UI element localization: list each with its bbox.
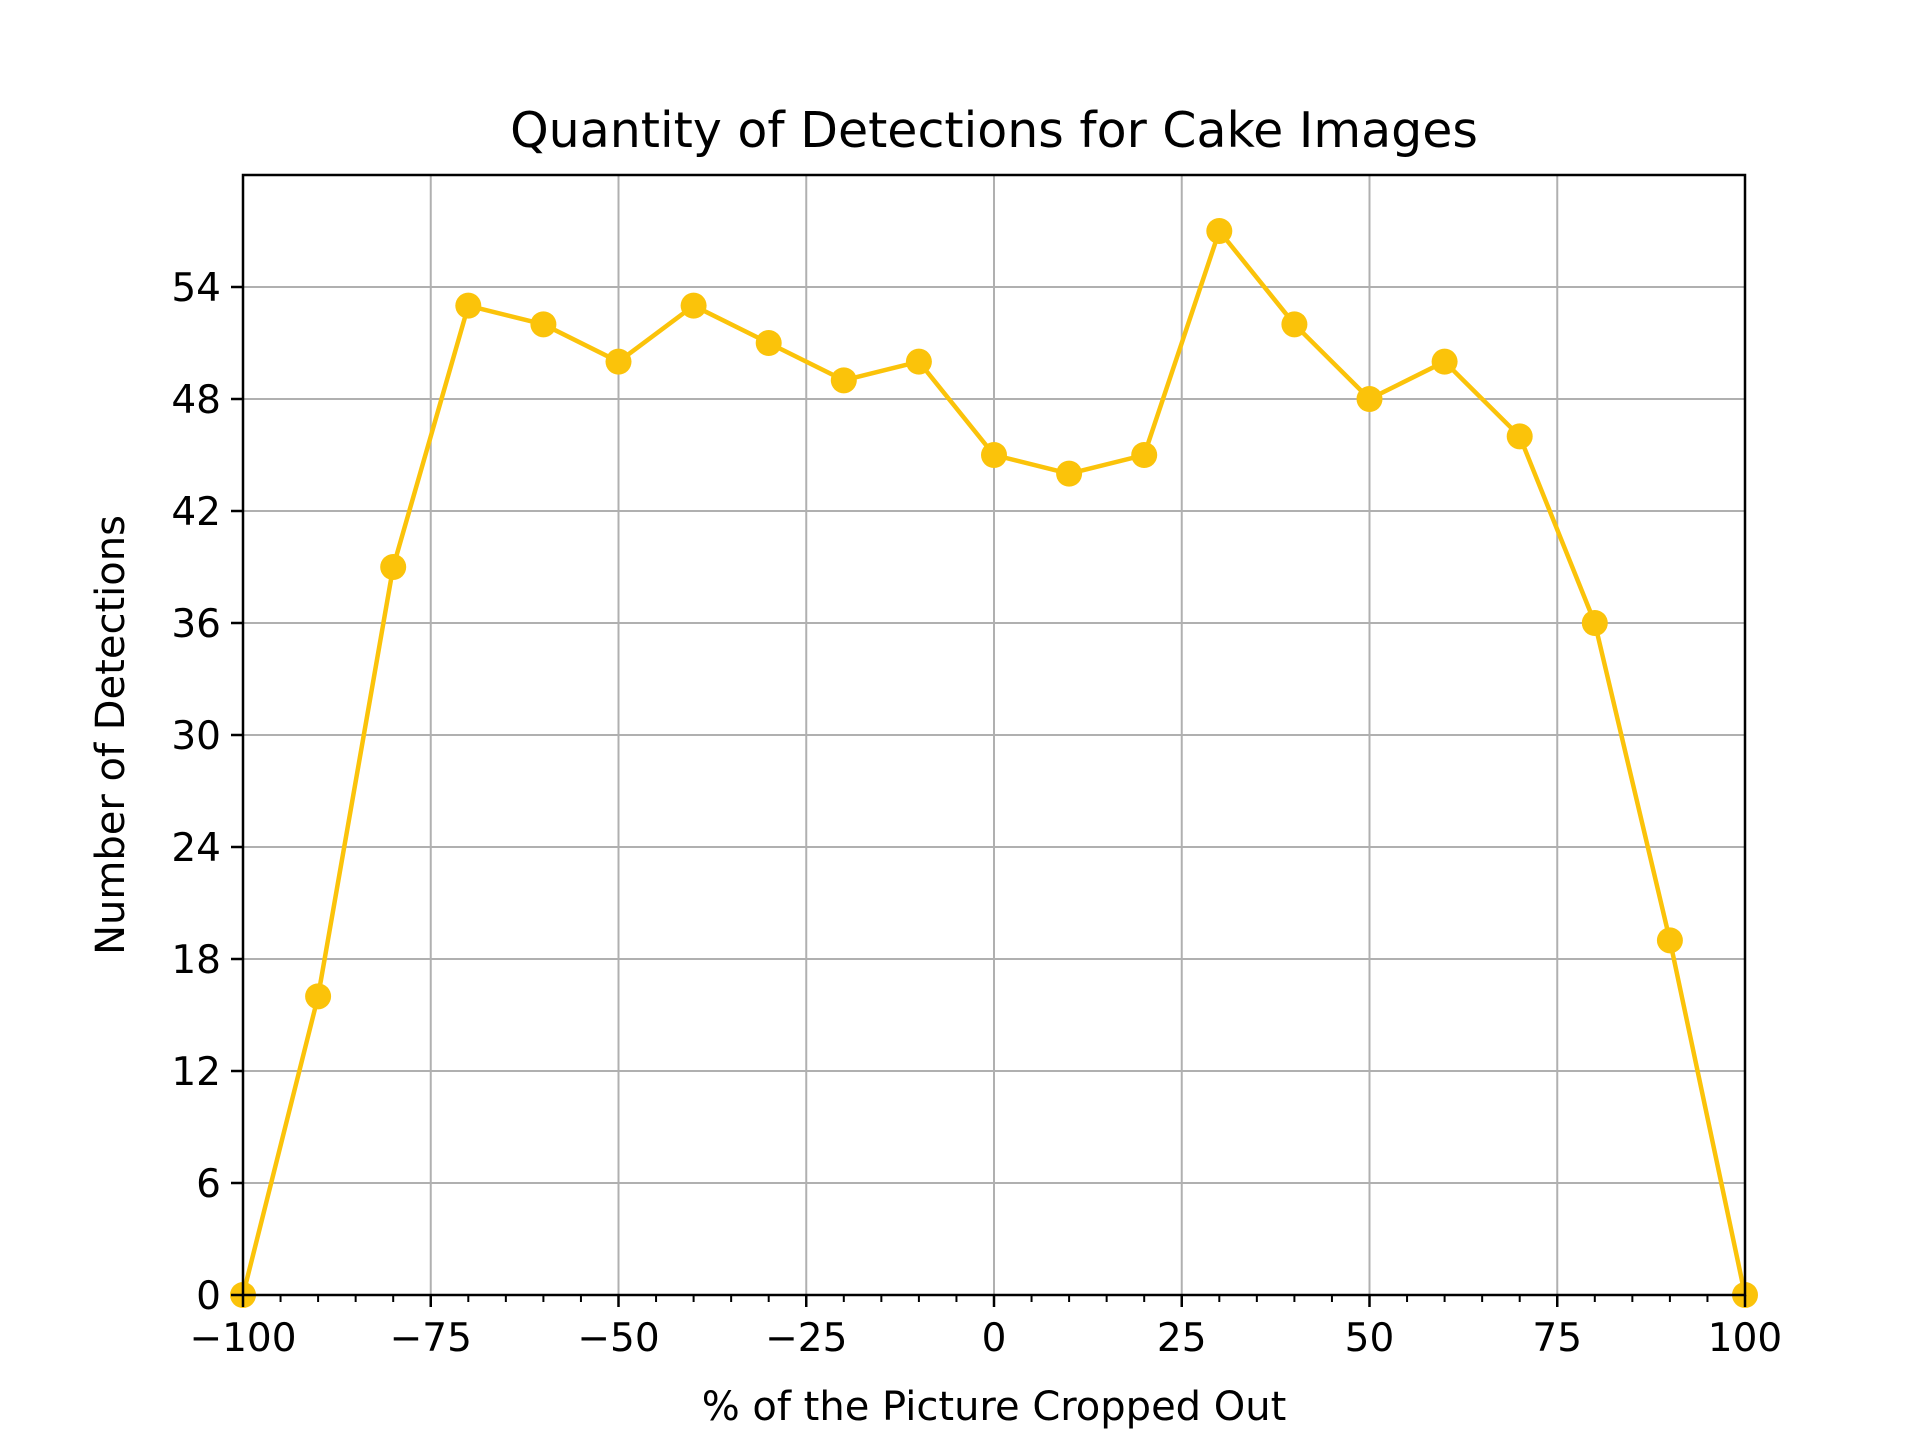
y-tick-label: 48 (171, 378, 221, 423)
data-point (1356, 386, 1383, 412)
data-point (905, 348, 932, 375)
data-point (605, 348, 632, 375)
data-point (1056, 460, 1083, 487)
y-tick-label: 42 (171, 490, 221, 535)
y-axis-title: Number of Detections (88, 515, 134, 955)
y-tick-label: 36 (171, 602, 221, 647)
ticks (231, 285, 1747, 1307)
y-tick-label: 18 (171, 938, 221, 983)
tick-labels: −100 −75 −50 −25 0 25 50 75 100 0 6 12 18 24 30 36 42 48 5… (171, 266, 1782, 1361)
data-point (1656, 927, 1683, 954)
data-point (1206, 218, 1233, 244)
y-tick-label: 12 (171, 1050, 221, 1095)
data-point (1581, 610, 1608, 636)
x-tick-label: 100 (1708, 1316, 1782, 1361)
data-point (455, 292, 482, 319)
data-point (1506, 423, 1533, 450)
x-axis-title: % of the Picture Cropped Out (702, 1384, 1287, 1430)
data-point (830, 367, 857, 394)
x-tick-label: 75 (1532, 1316, 1582, 1361)
x-tick-label: 0 (982, 1316, 1007, 1361)
x-tick-label: 50 (1345, 1316, 1395, 1361)
y-tick-label: 24 (171, 826, 221, 871)
data-point (530, 311, 557, 338)
x-tick-label: −100 (189, 1316, 296, 1361)
x-tick-label: −50 (577, 1316, 659, 1361)
data-point (680, 292, 707, 319)
gridlines (242, 175, 1746, 1296)
series-layer (230, 218, 1758, 1308)
y-tick-label: 6 (196, 1162, 221, 1207)
data-point (1131, 442, 1158, 468)
y-tick-label: 30 (171, 714, 221, 759)
y-tick-label: 0 (196, 1274, 221, 1319)
data-point (981, 442, 1007, 468)
y-tick-label: 54 (171, 266, 221, 311)
x-tick-label: −75 (390, 1316, 472, 1361)
data-point (380, 554, 407, 580)
x-tick-label: 25 (1157, 1316, 1207, 1361)
chart-title: Quantity of Detections for Cake Images (510, 102, 1478, 159)
x-tick-label: −25 (765, 1316, 847, 1361)
data-point (305, 983, 332, 1010)
data-point (755, 330, 782, 356)
data-point (1431, 348, 1458, 375)
data-point (1281, 311, 1308, 338)
